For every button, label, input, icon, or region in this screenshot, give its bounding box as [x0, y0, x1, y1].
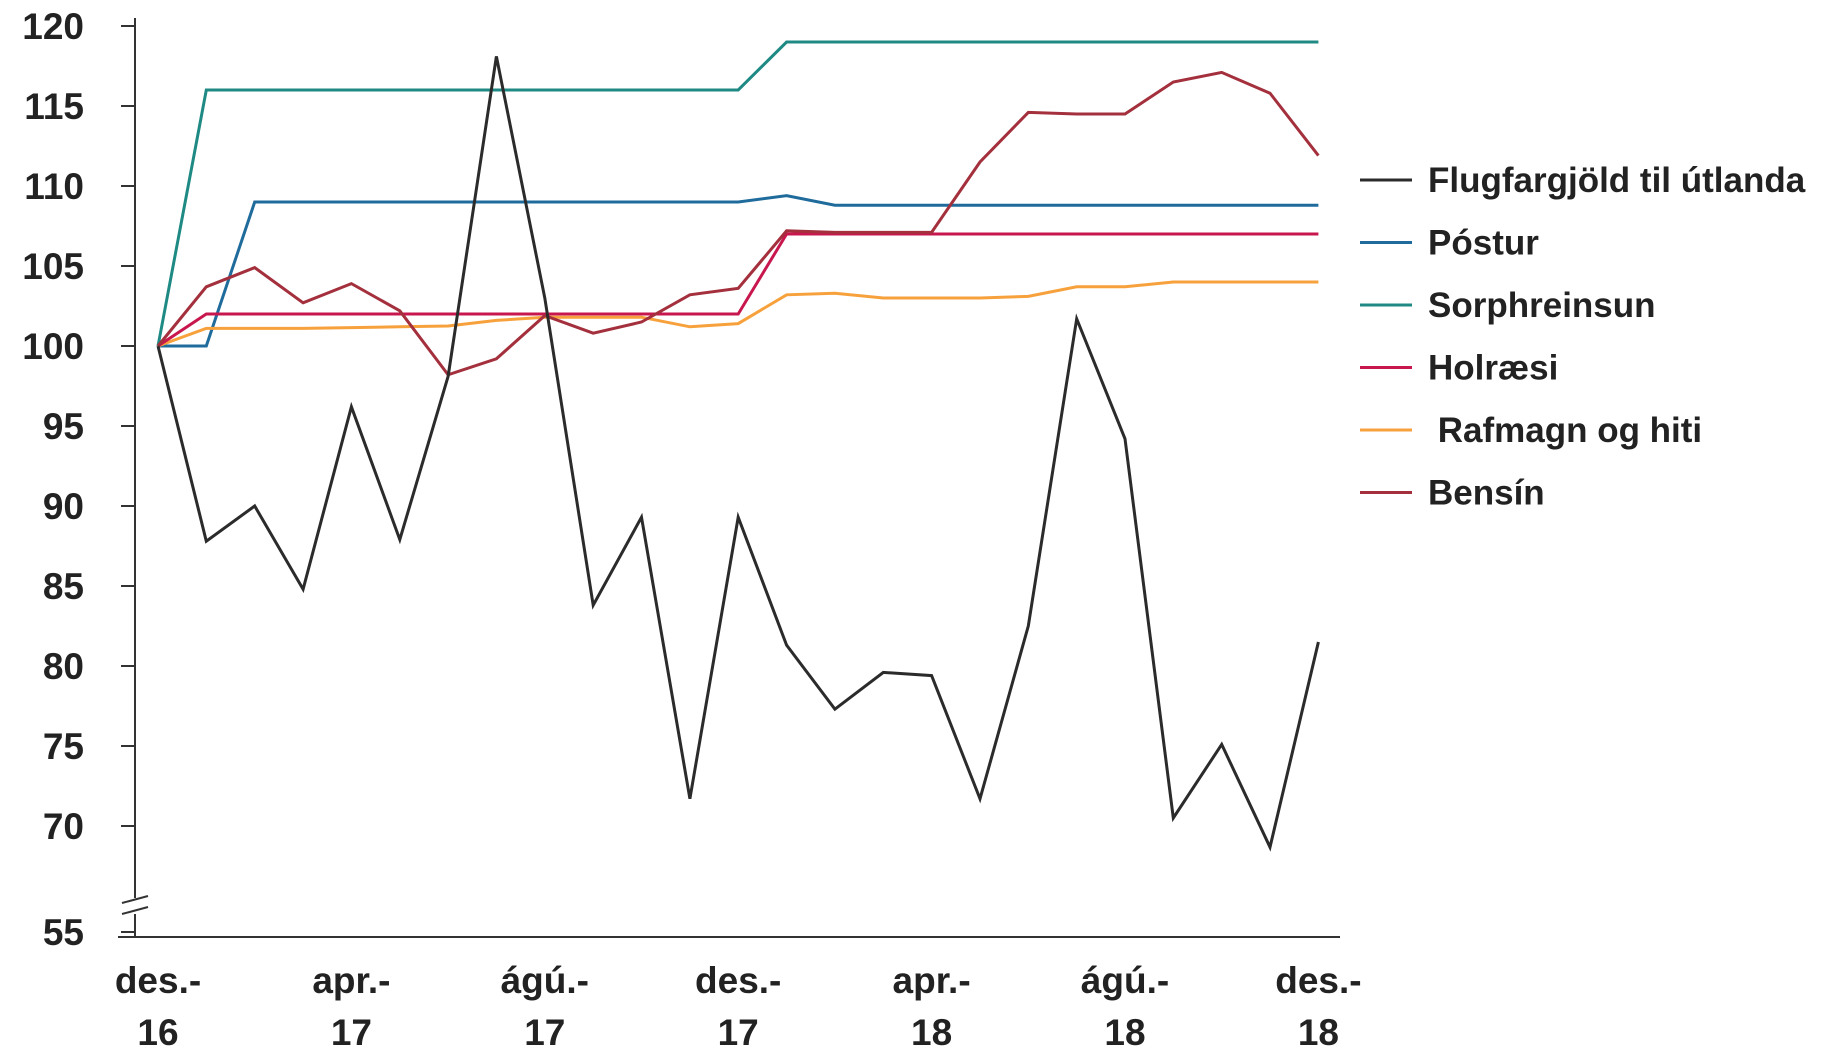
x-tick-label: 17 — [718, 1012, 759, 1049]
x-tick-label: 16 — [137, 1012, 178, 1049]
x-tick-label: 18 — [911, 1012, 952, 1049]
series-lines — [156, 40, 1320, 852]
y-tick-label: 115 — [24, 86, 84, 127]
x-tick-label: 17 — [331, 1012, 372, 1049]
y-tick-label: 105 — [22, 246, 84, 287]
y-axis: 55 70 75 80 85 90 95 100 105 110 115 120 — [22, 6, 149, 953]
x-tick-label: 18 — [1298, 1012, 1339, 1049]
y-tick-label: 55 — [43, 912, 84, 953]
y-tick-label: 90 — [43, 486, 84, 527]
x-tick-label: ágú.- — [1081, 960, 1169, 1001]
y-tick-label: 110 — [24, 166, 84, 207]
series-line-2 — [156, 40, 1319, 347]
legend-label: Rafmagn og hiti — [1428, 411, 1702, 450]
x-axis: des.- 16 apr.- 17 ágú.- 17 des.- 17 apr.- 18 ágú.-… — [115, 936, 1362, 1049]
legend-label: Bensín — [1428, 474, 1545, 513]
x-tick-label: apr.- — [312, 960, 390, 1001]
series-line-3 — [157, 232, 1319, 348]
series-line-5 — [156, 70, 1320, 377]
y-tick-label: 85 — [43, 566, 84, 607]
legend-label: Sorphreinsun — [1428, 286, 1656, 325]
y-tick-label: 75 — [43, 726, 84, 767]
x-tick-label: 18 — [1104, 1012, 1145, 1049]
y-tick-label: 80 — [43, 646, 84, 687]
series-line-1 — [158, 194, 1319, 348]
x-tick-label: des.- — [1275, 960, 1361, 1001]
x-tick-label: des.- — [695, 960, 781, 1001]
series-line-4 — [157, 280, 1319, 348]
axis-break-mark — [121, 895, 149, 904]
x-tick-label: des.- — [115, 960, 201, 1001]
legend-label: Holræsi — [1428, 349, 1558, 388]
x-tick-label: apr.- — [893, 960, 971, 1001]
legend-label: Póstur — [1428, 224, 1539, 263]
x-tick-label: ágú.- — [501, 960, 589, 1001]
y-tick-label: 100 — [22, 326, 84, 367]
y-tick-label: 70 — [43, 806, 84, 847]
y-tick-label: 120 — [22, 6, 84, 47]
y-tick-label: 95 — [43, 406, 84, 447]
axis-break-mark — [121, 906, 149, 915]
legend: Flugfargjöld til útlanda Póstur Sorphreins… — [1360, 161, 1806, 513]
legend-label: Flugfargjöld til útlanda — [1428, 161, 1806, 200]
series-line-0 — [156, 56, 1320, 852]
x-tick-label: 17 — [524, 1012, 565, 1049]
